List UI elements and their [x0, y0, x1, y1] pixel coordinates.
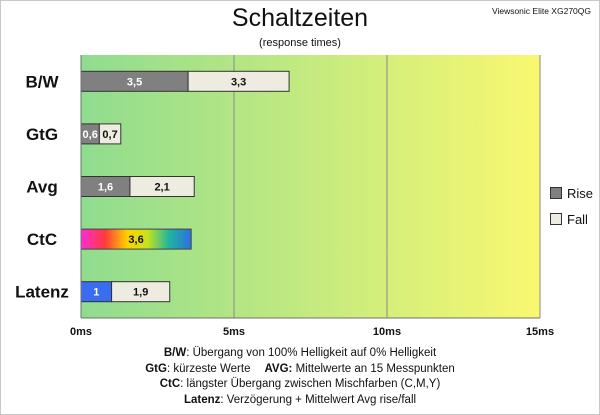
data-label: 1,9	[133, 287, 148, 299]
data-label: 0,7	[102, 129, 117, 141]
data-label: 3,6	[128, 234, 143, 246]
category-label: B/W	[25, 72, 59, 91]
chart-legend: Rise Fall	[550, 180, 593, 232]
category-label: Avg	[26, 178, 58, 197]
response-time-chart: 3,5 3,3 0,6 0,7 1,6 2,1 3,6 1 1,9 B/W GtG Avg CtC La…	[15, 55, 554, 338]
data-label: 2,1	[154, 182, 169, 194]
x-tick-label: 15ms	[526, 326, 554, 338]
legend-label-rise: Rise	[567, 185, 594, 201]
bar-segment-fall	[111, 281, 171, 303]
x-tick-label: 0ms	[70, 326, 92, 338]
bar-segment-fall	[187, 70, 290, 92]
note-ctc-text: : längster Übergang zwischen Mischfarben…	[180, 378, 441, 391]
note-avg-key: AVG:	[264, 362, 293, 375]
note-latenz-key: Latenz	[183, 393, 221, 406]
bar-segment-fall	[129, 176, 195, 197]
bar-segment-fall	[98, 123, 122, 145]
note-gtg-text: : kürzeste Werte	[166, 362, 251, 375]
category-label: GtG	[26, 125, 58, 144]
x-tick-label: 10ms	[373, 326, 401, 338]
category-label: CtC	[27, 230, 57, 249]
data-label: 0,6	[83, 129, 98, 141]
legend-swatch-rise	[550, 187, 562, 199]
note-gtg-avg: GtG: kürzeste Werte AVG: Mittelwerte an 1…	[0, 362, 600, 378]
note-ctc: CtC: längster Übergang zwischen Mischfar…	[0, 377, 600, 393]
chart-notes: B/W: Übergang von 100% Helligkeit auf 0%…	[0, 346, 600, 408]
data-label: 3,3	[231, 76, 246, 88]
chart-title: Schaltzeiten	[231, 4, 369, 32]
note-latenz-text: : Verzögerung + Mittelwert Avg rise/fall	[220, 393, 417, 406]
monitor-model: Viewsonic Elite XG270QG	[491, 6, 591, 16]
x-tick-label: 5ms	[223, 326, 245, 338]
note-gtg-key: GtG	[145, 362, 167, 375]
note-bw-text: : Übergang von 100% Helligkeit auf 0% He…	[186, 347, 437, 359]
note-avg-text: Mittelwerte an 15 Messpunkten	[292, 362, 455, 375]
category-label: Latenz	[15, 283, 69, 302]
legend-label-fall: Fall	[567, 211, 588, 227]
chart-subtitle: (response times)	[259, 37, 341, 49]
legend-item-fall: Fall	[550, 206, 593, 232]
legend-item-rise: Rise	[550, 180, 593, 206]
data-label: 1	[93, 287, 99, 299]
data-label: 1,6	[98, 182, 113, 194]
note-bw-key: B/W	[163, 347, 187, 359]
note-bw: B/W: Übergang von 100% Helligkeit auf 0%…	[0, 346, 600, 362]
legend-swatch-fall	[550, 213, 562, 225]
data-label: 3,5	[127, 76, 142, 88]
note-ctc-key: CtC	[159, 378, 181, 391]
note-latenz: Latenz: Verzögerung + Mittelwert Avg ris…	[0, 393, 600, 409]
